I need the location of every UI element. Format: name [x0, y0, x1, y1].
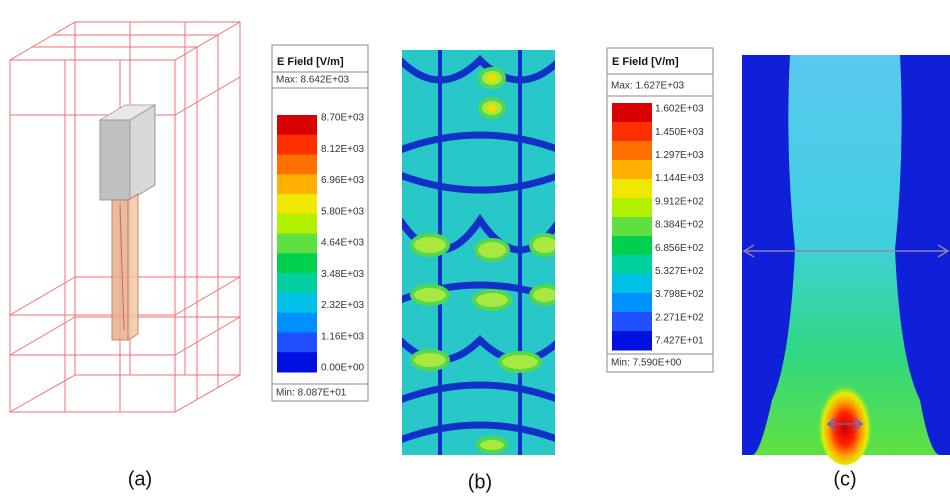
colorbar-band	[612, 179, 652, 199]
panel-label: (b)	[468, 471, 492, 493]
legend-tick: 0.00E+00	[321, 363, 365, 374]
panel-label: (a)	[128, 468, 152, 490]
legend-tick: 2.32E+03	[321, 300, 365, 311]
legend-tick: 5.327E+02	[655, 266, 704, 277]
colorbar-band	[277, 273, 317, 294]
colorbar-band	[612, 312, 652, 332]
legend-tick: 1.144E+03	[655, 173, 704, 184]
colorbar-band	[612, 122, 652, 142]
colorbar-band	[277, 115, 317, 136]
legend-tick: 8.384E+02	[655, 220, 704, 231]
legend-tick: 6.96E+03	[321, 175, 365, 186]
legend-tick: 5.80E+03	[321, 206, 365, 217]
legend-tick: 6.856E+02	[655, 243, 704, 254]
colorbar-band	[277, 352, 317, 373]
legend-tick: 3.798E+02	[655, 289, 704, 300]
colorbar-band	[277, 174, 317, 195]
colorbar-band	[612, 217, 652, 237]
wireframe	[9, 21, 241, 413]
colorbar-band	[612, 160, 652, 180]
colorbar-band	[277, 213, 317, 235]
colorbar-band	[277, 154, 317, 175]
legend-tick: 1.297E+03	[655, 150, 704, 161]
colorbar-band	[277, 233, 317, 254]
legend-tick: 2.271E+02	[655, 312, 704, 323]
legend-min: Min: 7.590E+00	[611, 358, 682, 369]
colorbar-band	[277, 312, 317, 333]
colorbar-band	[612, 255, 652, 275]
model	[98, 104, 157, 341]
legend-tick: 3.48E+03	[321, 269, 365, 280]
colorbar-band	[612, 103, 652, 123]
legend-title: E Field [V/m]	[612, 56, 679, 68]
panel-label: (c)	[833, 468, 856, 490]
colorbar-band	[612, 141, 652, 161]
colorbar-band	[612, 293, 652, 313]
legend-tick: 8.70E+03	[321, 113, 365, 124]
colorbar-band	[277, 332, 317, 353]
legend-max: Max: 8.642E+03	[276, 75, 350, 86]
colorbar-band	[277, 194, 317, 215]
legend-min: Min: 8.087E+01	[276, 388, 347, 399]
colorbars: 8.70E+03 8.12E+03 6.96E+03 5.80E+03 4.64E+03…	[277, 103, 704, 374]
legend-tick: 1.16E+03	[321, 331, 365, 342]
legend-tick: 4.64E+03	[321, 238, 365, 249]
colorbar-band	[612, 198, 652, 218]
legend-tick: 1.450E+03	[655, 127, 704, 138]
legend-max: Max: 1.627E+03	[611, 81, 685, 92]
legend-tick: 1.602E+03	[655, 104, 704, 115]
legend-title: E Field [V/m]	[277, 56, 344, 68]
field-plot	[402, 50, 555, 455]
colorbar-band	[612, 236, 652, 256]
field-plot	[742, 55, 950, 465]
legend-tick: 8.12E+03	[321, 144, 365, 155]
colorbar-band	[277, 253, 317, 274]
colorbar-band	[612, 331, 652, 351]
colorbar-band	[277, 292, 317, 314]
colorbar-band	[277, 134, 317, 156]
legend-tick: 9.912E+02	[655, 196, 704, 207]
colorbar-band	[612, 274, 652, 294]
legend-tick: 7.427E+01	[655, 336, 704, 347]
